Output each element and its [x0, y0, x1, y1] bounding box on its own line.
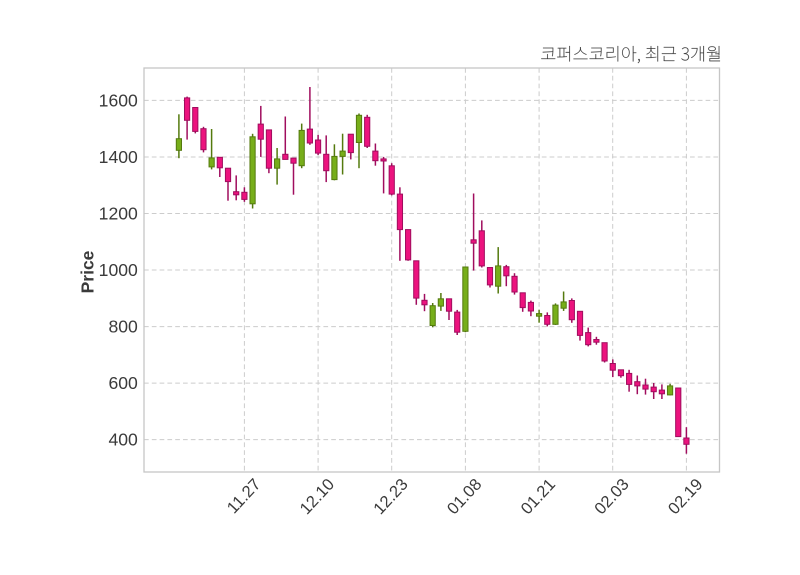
svg-text:600: 600 [108, 373, 138, 393]
svg-text:1000: 1000 [99, 260, 138, 280]
svg-text:Price: Price [78, 250, 98, 293]
svg-text:800: 800 [108, 317, 138, 337]
svg-text:400: 400 [108, 430, 138, 450]
svg-text:1400: 1400 [99, 147, 138, 167]
svg-text:1600: 1600 [99, 91, 138, 111]
svg-text:1200: 1200 [99, 204, 138, 224]
